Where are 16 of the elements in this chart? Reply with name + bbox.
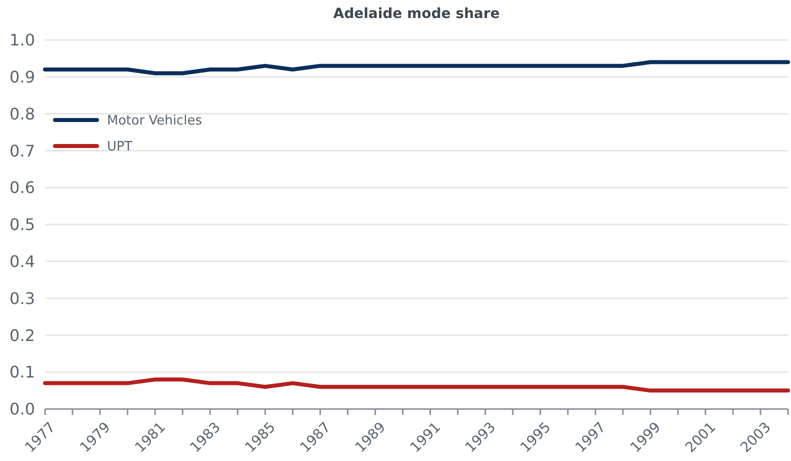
y-tick-label: 0.1 (10, 362, 35, 382)
legend-label: Motor Vehicles (107, 114, 202, 129)
legend-label: UPT (107, 140, 132, 155)
y-tick-label: 0.8 (10, 104, 35, 124)
line-series (43, 60, 790, 76)
y-tick-label: 0.0 (10, 400, 35, 419)
y-tick-label: 1.0 (10, 30, 35, 50)
y-tick-label: 0.7 (10, 141, 35, 160)
y-tick-label: 0.6 (10, 178, 35, 198)
line-series (43, 377, 790, 393)
y-tick-label: 0.9 (10, 68, 35, 86)
y-tick-label: 0.4 (10, 252, 35, 271)
chart-title: Adelaide mode share (333, 6, 500, 22)
y-tick-label: 0.5 (10, 215, 35, 234)
y-tick-label: 0.2 (10, 326, 35, 345)
y-tick-label: 0.3 (10, 288, 35, 308)
